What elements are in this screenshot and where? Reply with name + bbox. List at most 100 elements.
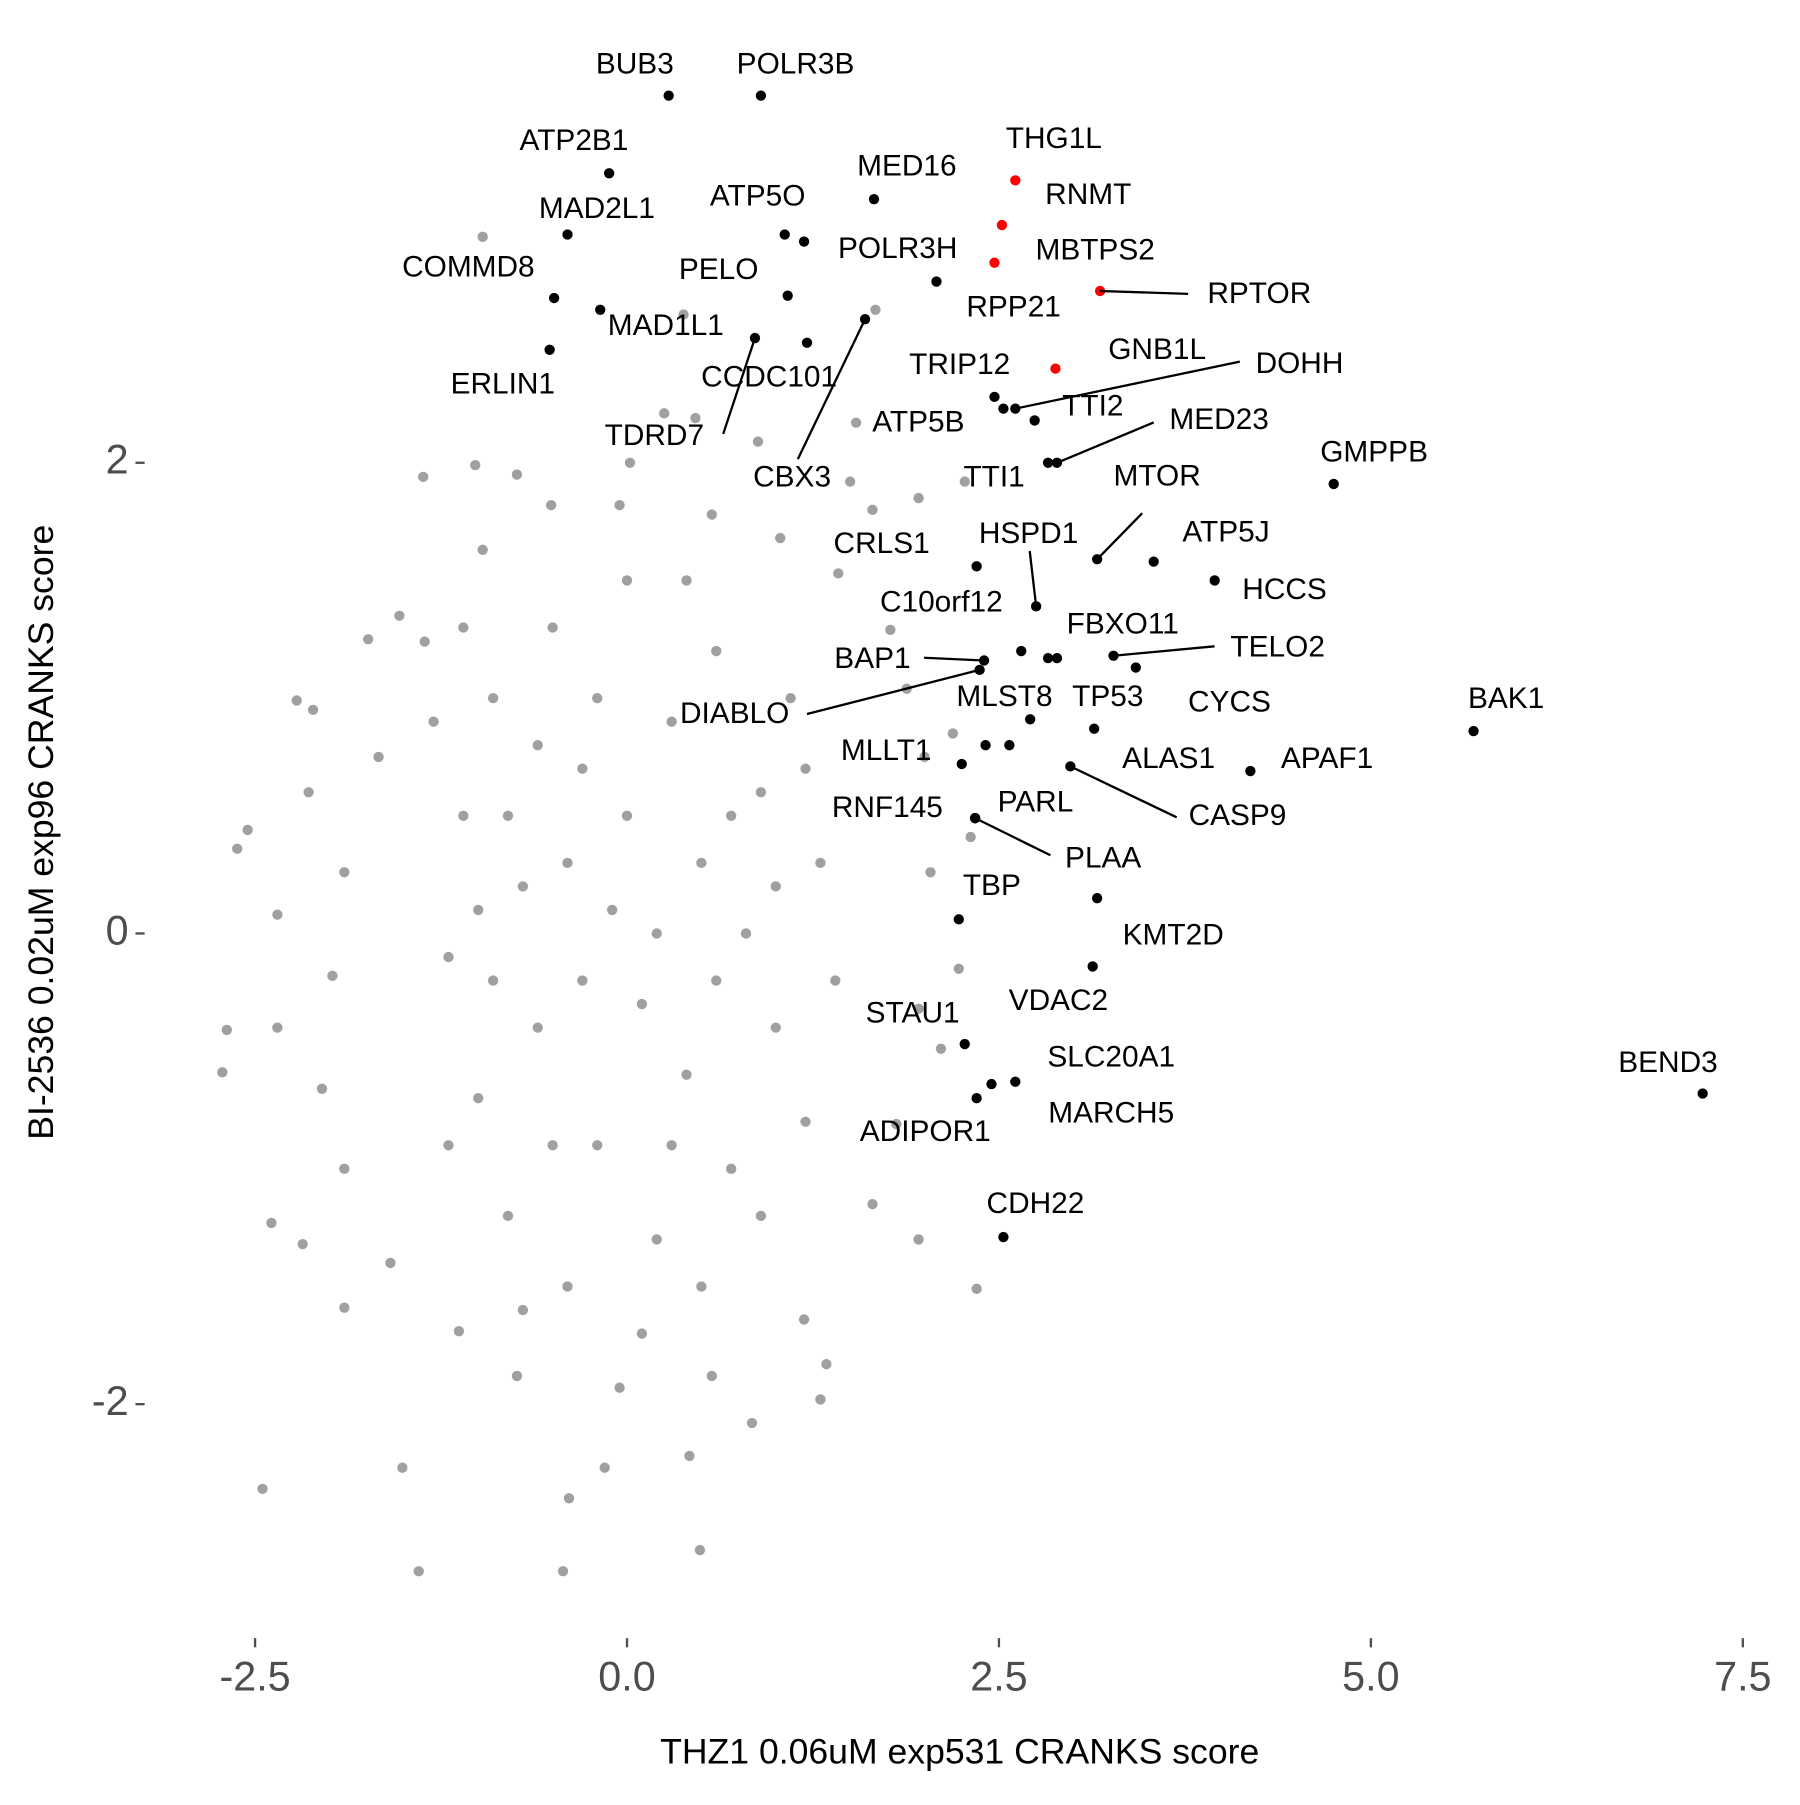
point (339, 1163, 350, 1174)
point (1697, 1088, 1708, 1099)
point (291, 695, 302, 706)
point (746, 1417, 758, 1429)
point (453, 1326, 465, 1337)
point (755, 787, 767, 798)
point (663, 90, 674, 101)
connector (1100, 289, 1189, 296)
point-label: RNF145 (832, 791, 943, 824)
point (989, 257, 1000, 268)
point-label: PELO (679, 253, 759, 286)
point (339, 867, 350, 878)
point-label: FBXO11 (1067, 608, 1179, 641)
point (257, 1483, 268, 1495)
point (1004, 740, 1015, 751)
point (303, 787, 314, 798)
point (684, 1450, 695, 1462)
point (1029, 415, 1040, 426)
point (307, 704, 319, 716)
point (242, 824, 253, 836)
x-tick-label: 2.5 (970, 1653, 1027, 1699)
point-label: MARCH5 (1048, 1097, 1174, 1130)
point (971, 1093, 982, 1104)
point-label: RPP21 (966, 291, 1061, 324)
point-label: POLR3B (737, 47, 855, 80)
point-label: MTOR (1114, 459, 1201, 492)
point (666, 716, 677, 727)
point (362, 634, 374, 645)
point (935, 1043, 947, 1054)
point (801, 337, 813, 348)
point (563, 1493, 575, 1504)
point (925, 867, 936, 878)
point (272, 1022, 283, 1033)
point (885, 624, 896, 636)
point (775, 532, 786, 544)
connector (806, 668, 980, 716)
point (694, 1544, 706, 1556)
point (755, 90, 767, 101)
point (850, 417, 862, 428)
point (996, 219, 1008, 231)
point (770, 1022, 781, 1033)
point (696, 857, 707, 869)
x-axis-title: THZ1 0.06uM exp531 CRANKS score (660, 1731, 1259, 1771)
point-label: COMMD8 (402, 250, 535, 283)
y-axis-title: BI-2536 0.02uM exp96 CRANKS score (21, 525, 61, 1140)
point (562, 857, 573, 869)
point (473, 1093, 484, 1104)
point (1328, 478, 1339, 490)
connector (924, 656, 985, 662)
point-label: MAD1L1 (608, 309, 724, 342)
point (547, 1140, 558, 1151)
point (502, 1210, 514, 1222)
point (487, 975, 499, 986)
x-tick-label: -2.5 (219, 1653, 290, 1699)
point (1010, 175, 1021, 186)
point (577, 763, 588, 774)
point-label: HCCS (1242, 573, 1327, 606)
point-label: MBTPS2 (1035, 233, 1154, 266)
point-label: KMT2D (1123, 919, 1224, 952)
point (1025, 714, 1036, 725)
point (443, 1140, 454, 1151)
connector (1069, 765, 1178, 819)
point (980, 740, 991, 751)
point (830, 975, 841, 986)
point (511, 469, 523, 480)
point (592, 1140, 603, 1151)
point (1091, 893, 1103, 904)
x-tick-label: 5.0 (1342, 1653, 1399, 1699)
point (394, 610, 405, 621)
point-label: MED23 (1169, 403, 1268, 436)
connector (722, 337, 757, 435)
connector (1056, 421, 1155, 464)
y-tick-label: -2 (92, 1378, 129, 1424)
point-label: TTI1 (963, 461, 1024, 494)
point (867, 1198, 878, 1210)
point (1088, 723, 1100, 734)
point (517, 1304, 529, 1316)
point (815, 1394, 826, 1405)
point-label: ALAS1 (1122, 742, 1215, 775)
point-label: ATP5O (710, 179, 806, 212)
point (419, 636, 430, 647)
point (711, 645, 722, 657)
point (428, 716, 439, 727)
point-label: MED16 (857, 149, 956, 182)
point (755, 1210, 767, 1222)
point (931, 276, 942, 287)
point (603, 168, 615, 179)
y-tick-label: 2 (106, 437, 129, 483)
point (953, 914, 964, 925)
point-label: CASP9 (1189, 799, 1287, 832)
point (870, 304, 881, 315)
point (614, 1382, 625, 1393)
point-label: STAU1 (866, 997, 960, 1030)
point (532, 740, 543, 751)
point-label: DOHH (1256, 347, 1344, 380)
point-label: BUB3 (596, 47, 674, 80)
point (266, 1217, 277, 1229)
point (779, 229, 790, 240)
point (217, 1067, 228, 1078)
point (544, 344, 555, 355)
